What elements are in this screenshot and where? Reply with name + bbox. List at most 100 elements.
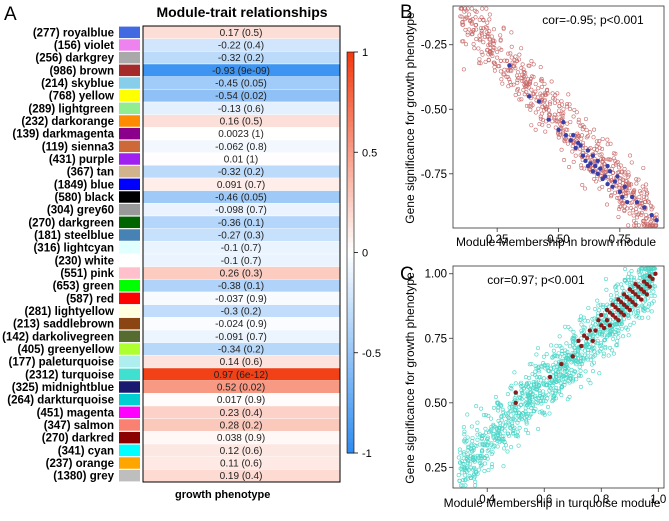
- scatter-point: [632, 297, 637, 302]
- scatter-point: [488, 49, 493, 54]
- scatter-point: [539, 76, 544, 81]
- scatter-point: [552, 352, 557, 357]
- module-color-swatch: [119, 444, 140, 457]
- colorbar-step: [347, 252, 354, 259]
- scatter-point: [489, 464, 494, 469]
- scatter-point: [575, 356, 580, 361]
- highlight-point: [644, 281, 650, 287]
- scatter-point: [517, 395, 522, 400]
- scatter-point: [595, 341, 600, 346]
- highlight-point: [593, 163, 598, 169]
- colorbar-step: [347, 292, 354, 299]
- scatter-point: [469, 20, 474, 25]
- colorbar-step: [347, 347, 354, 354]
- module-label: (653) green: [53, 281, 114, 293]
- scatter-point: [564, 104, 569, 109]
- heatmap-cell-label: -0.1 (0.7): [221, 243, 262, 254]
- heatmap-cell-label: -0.091 (0.7): [215, 332, 267, 343]
- scatter-point: [600, 146, 605, 151]
- colorbar-step: [347, 382, 354, 389]
- scatter-point: [628, 153, 633, 158]
- highlight-point: [601, 325, 607, 331]
- colorbar-step: [347, 192, 354, 198]
- scatter-point: [485, 48, 490, 53]
- scatter-point: [595, 350, 600, 355]
- scatter-point: [543, 129, 548, 134]
- scatter-point: [487, 29, 492, 34]
- module-color-swatch: [119, 26, 140, 39]
- scatter-point: [541, 389, 546, 394]
- scatter-point: [596, 311, 601, 316]
- module-label: (325) midnightblue: [12, 382, 114, 394]
- scatter-point: [502, 440, 507, 445]
- scatter-point: [600, 136, 605, 141]
- scatter-point: [593, 307, 598, 312]
- colorbar-step: [347, 147, 354, 153]
- scatter-c-points: [456, 266, 658, 488]
- scatter-point: [495, 55, 500, 60]
- scatter-point: [583, 116, 588, 121]
- colorbar-step: [347, 342, 354, 349]
- scatter-point: [576, 120, 581, 125]
- scatter-point: [580, 127, 585, 132]
- scatter-point: [631, 278, 636, 283]
- module-label: (232) darkorange: [21, 116, 114, 128]
- colorbar-tick-label: -0.5: [362, 348, 381, 360]
- colorbar-step: [347, 207, 354, 213]
- scatter-point: [558, 122, 563, 127]
- scatter-point: [533, 400, 538, 405]
- highlight-point: [581, 333, 587, 338]
- scatter-point: [615, 342, 620, 347]
- scatter-point: [524, 419, 529, 424]
- scatter-point: [571, 141, 576, 146]
- scatter-point: [626, 174, 631, 179]
- scatter-point: [556, 112, 561, 117]
- scatter-point: [499, 434, 504, 439]
- module-color-swatch: [119, 127, 140, 140]
- module-label: (270) darkred: [42, 433, 114, 445]
- scatter-point: [513, 54, 518, 59]
- scatter-point: [560, 384, 565, 389]
- scatter-point: [468, 461, 473, 466]
- module-label: (237) orange: [46, 458, 114, 470]
- colorbar-step: [347, 197, 354, 203]
- scatter-point: [607, 187, 612, 192]
- colorbar-step: [347, 362, 354, 369]
- scatter-point: [639, 191, 644, 196]
- scatter-point: [614, 332, 619, 337]
- highlight-point: [634, 199, 640, 205]
- scatter-point: [578, 384, 583, 389]
- scatter-point: [457, 447, 462, 452]
- scatter-point: [634, 181, 639, 186]
- colorbar-step: [347, 107, 354, 113]
- scatter-point: [533, 82, 538, 87]
- scatter-point: [554, 373, 559, 378]
- colorbar-step: [347, 422, 354, 429]
- module-color-swatch: [119, 229, 140, 241]
- module-color-swatch: [119, 292, 140, 305]
- scatter-point: [600, 184, 605, 189]
- scatter-point: [468, 475, 473, 480]
- scatter-point: [461, 425, 466, 430]
- highlight-point: [620, 194, 625, 200]
- scatter-point: [642, 187, 647, 192]
- scatter-point: [489, 441, 494, 446]
- module-label: (277) royalblue: [33, 27, 114, 39]
- scatter-point: [487, 12, 492, 17]
- heatmap-cell-label: -0.13 (0.6): [218, 104, 264, 115]
- scatter-point: [561, 107, 566, 112]
- scatter-point: [619, 321, 624, 326]
- scatter-point: [557, 354, 562, 359]
- scatter-point: [629, 275, 634, 280]
- scatter-point: [615, 338, 620, 343]
- scatter-point: [520, 390, 525, 395]
- scatter-point: [614, 291, 619, 296]
- highlight-point: [647, 284, 652, 289]
- scatter-point: [649, 218, 654, 223]
- scatter-point: [652, 284, 657, 289]
- scatter-point: [564, 127, 569, 132]
- scatter-point: [616, 335, 621, 340]
- scatter-point: [491, 431, 496, 436]
- scatter-point: [597, 349, 602, 354]
- scatter-point: [459, 6, 464, 11]
